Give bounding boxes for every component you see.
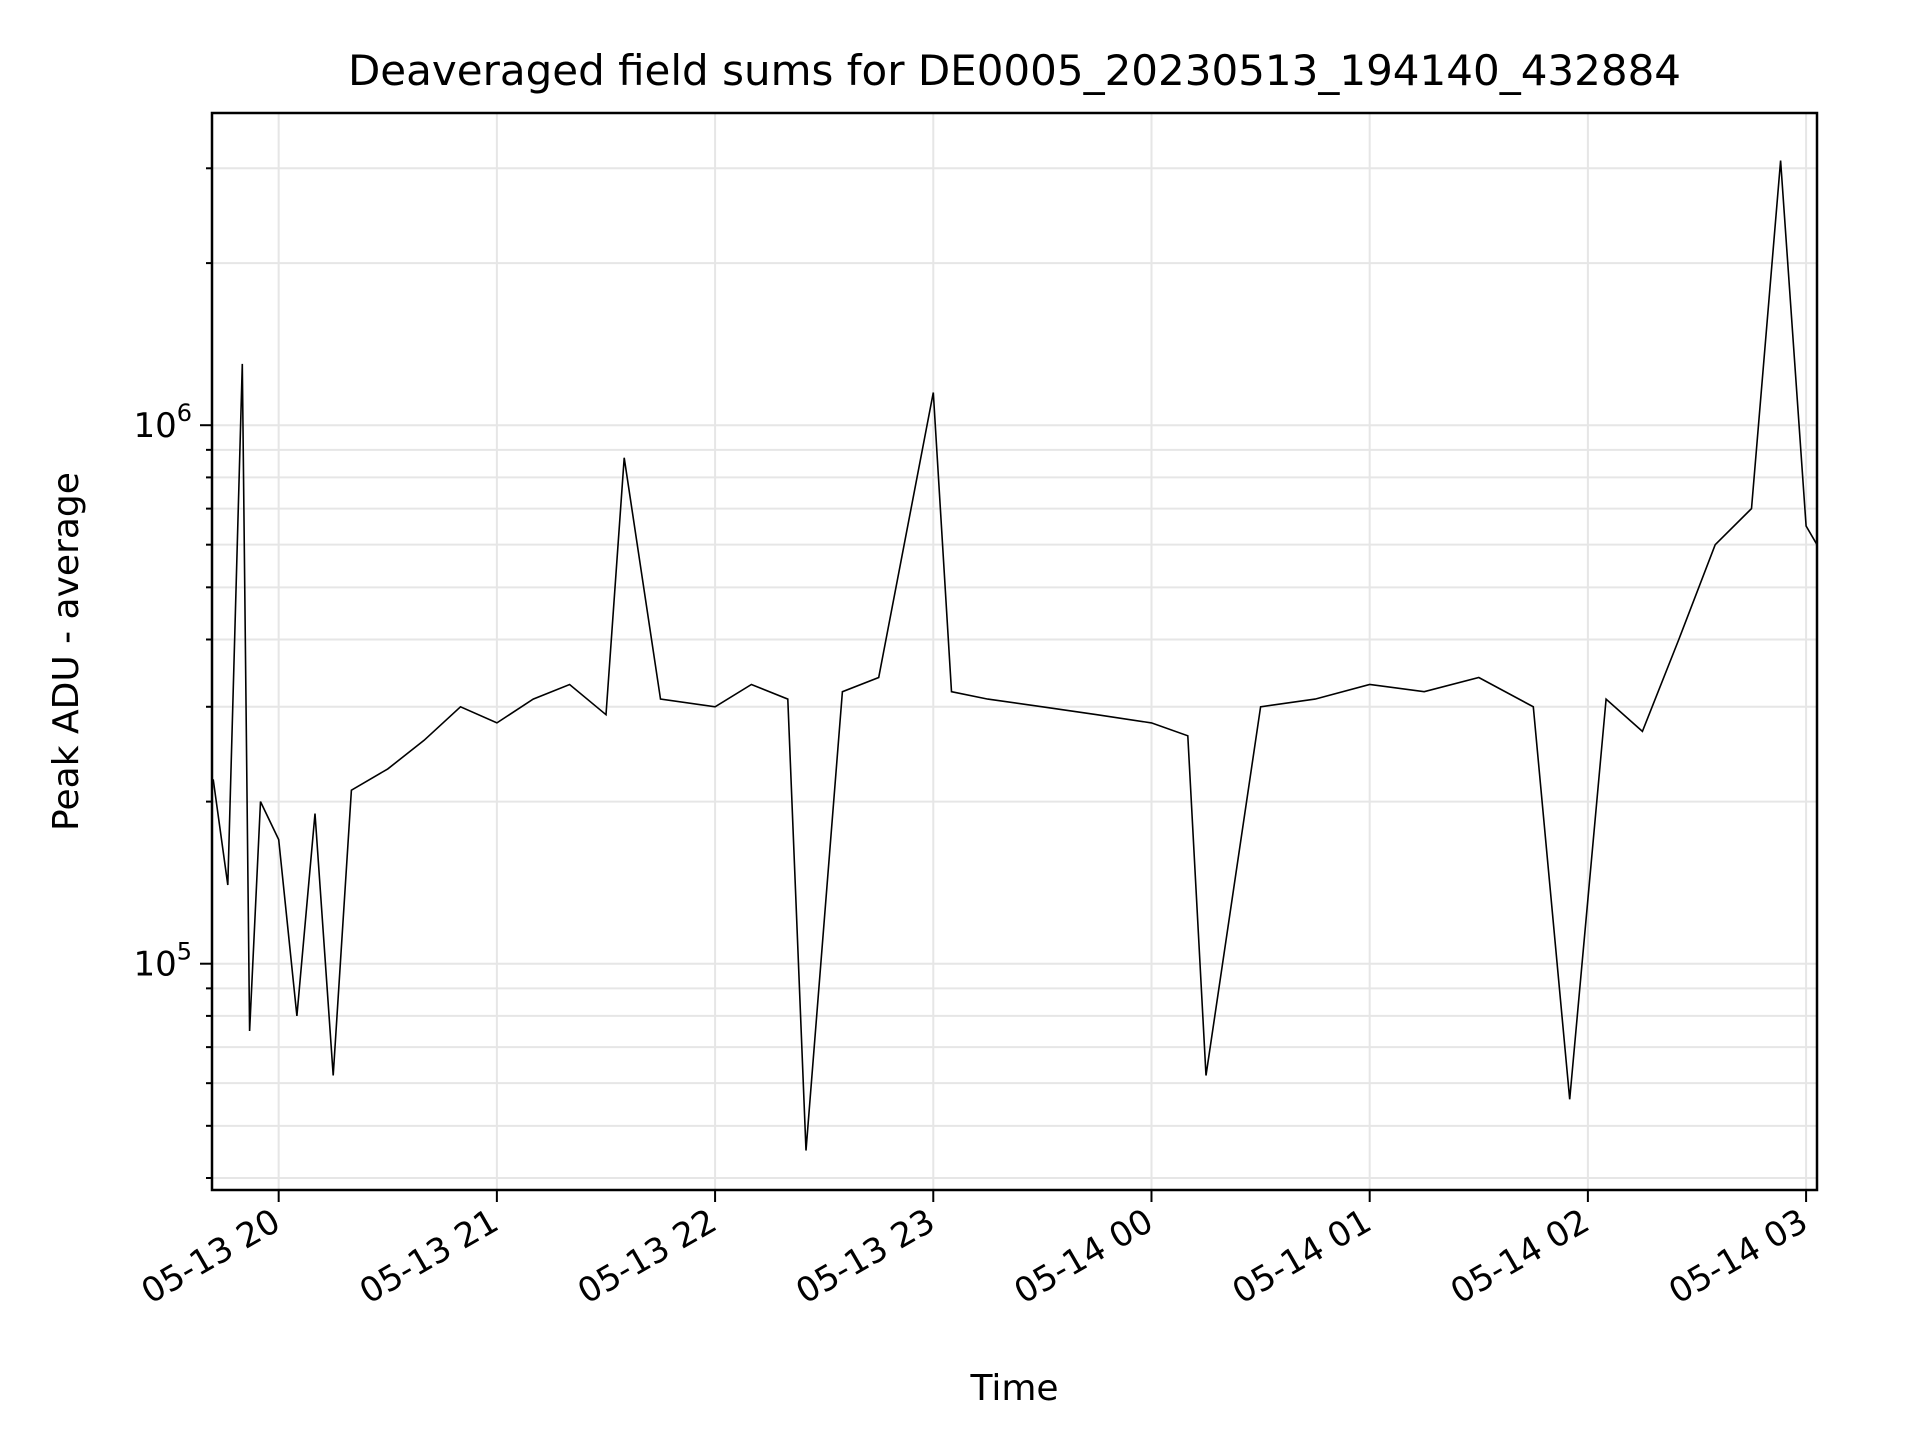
y-tick-label: 106	[133, 399, 192, 446]
plot-frame	[210, 111, 1819, 1192]
y-tick-exponent: 5	[177, 938, 192, 966]
y-tick-exponent: 6	[177, 399, 192, 427]
series-line	[212, 160, 1818, 1151]
y-tick-base: 10	[133, 406, 176, 446]
y-tick-label: 105	[133, 938, 192, 985]
grid	[212, 113, 1817, 1190]
x-axis-label: Time	[969, 1368, 1058, 1409]
y-tick-base: 10	[133, 945, 176, 985]
chart-title: Deaveraged field sums for DE0005_2023051…	[348, 46, 1681, 95]
series-group	[212, 160, 1818, 1151]
y-axis-label: Peak ADU - average	[46, 472, 87, 831]
